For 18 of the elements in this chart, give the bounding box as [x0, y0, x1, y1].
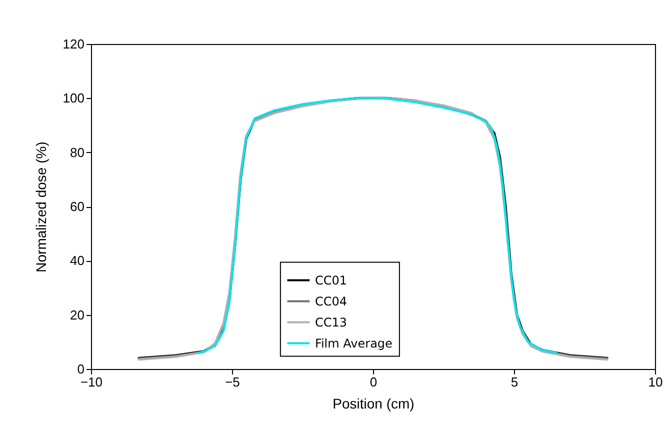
y-tick-label: 80 [70, 144, 84, 160]
legend-label: CC13 [314, 315, 347, 330]
y-tick-label: 100 [62, 90, 84, 106]
y-tick-label: 120 [62, 36, 84, 52]
x-axis-title: Position (cm) [332, 396, 414, 412]
legend-label: CC04 [314, 294, 347, 308]
y-tick-label: 0 [77, 362, 84, 376]
legend-label: CC01 [314, 273, 347, 288]
y-axis-title: Normalized dose (%) [32, 142, 49, 272]
y-tick-label: 20 [70, 307, 84, 322]
y-tick-label: 40 [70, 253, 84, 268]
x-tick-label: −10 [80, 374, 103, 390]
y-tick-label: 60 [70, 199, 84, 214]
x-tick-label: 0 [370, 374, 378, 390]
x-tick-label: −5 [225, 374, 240, 390]
x-tick-label: 5 [510, 374, 518, 390]
x-tick-label: 10 [648, 374, 663, 390]
legend-label: Film Average [314, 336, 392, 350]
